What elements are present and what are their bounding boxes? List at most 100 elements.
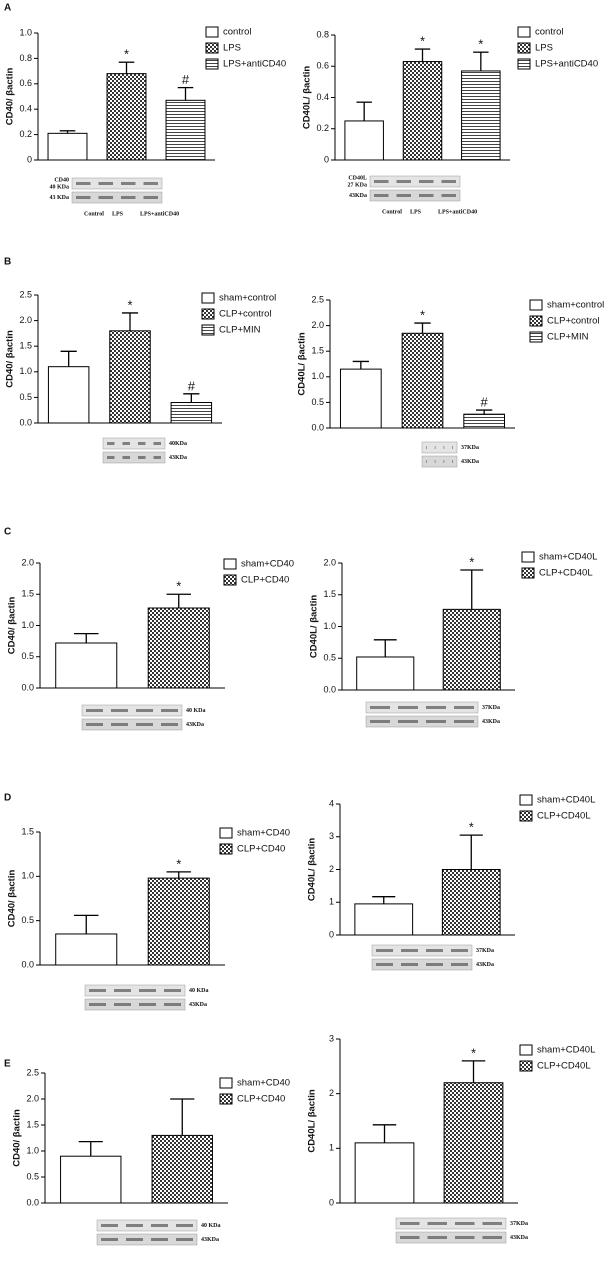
legend-label: CLP+CD40 bbox=[237, 1094, 285, 1105]
legend-label: CLP+control bbox=[219, 309, 272, 320]
blot-band bbox=[164, 1003, 181, 1006]
blot-label: 40 KDa bbox=[201, 1223, 221, 1229]
y-axis-label: CD40L/ βactin bbox=[297, 332, 308, 396]
legend-label: CLP+CD40L bbox=[539, 568, 593, 579]
blot-band bbox=[89, 1003, 106, 1006]
blot-band bbox=[126, 1238, 143, 1241]
y-tick-label: 2.5 bbox=[311, 294, 324, 304]
blot-band bbox=[143, 196, 158, 199]
legend-label: CLP+CD40L bbox=[537, 811, 591, 822]
bar bbox=[55, 642, 118, 689]
blot-band bbox=[427, 1222, 447, 1225]
y-axis-label: CD40/ βactin bbox=[5, 330, 16, 388]
panel-label: E bbox=[4, 1059, 11, 1070]
blot-band bbox=[426, 949, 443, 952]
blot-band bbox=[139, 1003, 156, 1006]
y-axis-label: CD40L/ βactin bbox=[307, 838, 318, 902]
blot-band bbox=[114, 1003, 131, 1006]
blot-band bbox=[455, 1222, 475, 1225]
y-axis-label: CD40L/ βactin bbox=[309, 595, 320, 659]
y-tick-label: 0 bbox=[329, 929, 334, 939]
blot-band bbox=[374, 180, 389, 183]
blot-band bbox=[136, 709, 153, 712]
blot-band bbox=[482, 1222, 502, 1225]
blot-strip bbox=[102, 437, 166, 450]
blot-strip bbox=[96, 1233, 198, 1246]
blot-band bbox=[138, 456, 146, 459]
blot-label: 40KDa bbox=[169, 441, 187, 447]
y-tick-label: 0.6 bbox=[316, 61, 329, 71]
blot-band bbox=[111, 723, 128, 726]
blot-band bbox=[176, 1238, 193, 1241]
blot-label: 43KDa bbox=[461, 459, 479, 465]
legend-label: LPS bbox=[535, 43, 553, 54]
legend-swatch bbox=[201, 324, 215, 336]
blot-band bbox=[136, 723, 153, 726]
blot-strip bbox=[71, 191, 163, 204]
y-tick-label: 0 bbox=[324, 154, 329, 164]
legend-swatch bbox=[521, 567, 535, 579]
blot-band bbox=[143, 182, 158, 185]
blot-band bbox=[122, 442, 130, 445]
bar bbox=[344, 120, 384, 161]
blot-band bbox=[107, 456, 115, 459]
blot-band bbox=[138, 442, 146, 445]
y-tick-label: 1.0 bbox=[26, 1145, 39, 1155]
blot-lane-label: LPS bbox=[410, 209, 422, 215]
legend-label: LPS bbox=[223, 43, 241, 54]
y-tick-label: 1.0 bbox=[19, 27, 32, 37]
legend-label: sham+CD40L bbox=[537, 1045, 595, 1056]
blot-label: 43KDa bbox=[169, 455, 187, 461]
y-tick-label: 0.0 bbox=[311, 422, 324, 432]
y-tick-label: 2.0 bbox=[21, 557, 34, 567]
blot-band bbox=[434, 460, 436, 463]
y-tick-label: 2.0 bbox=[323, 557, 336, 567]
bar bbox=[109, 330, 151, 424]
blot-band bbox=[427, 1236, 447, 1239]
y-tick-label: 4 bbox=[329, 798, 334, 808]
blot-band bbox=[419, 194, 434, 197]
blot-band bbox=[401, 963, 418, 966]
legend-label: LPS+antiCD40 bbox=[223, 59, 286, 70]
legend-label: CLP+control bbox=[547, 316, 600, 327]
blot-band bbox=[454, 706, 474, 709]
blot-band bbox=[451, 949, 468, 952]
y-tick-label: 1.5 bbox=[21, 826, 34, 836]
y-tick-label: 0.4 bbox=[316, 92, 329, 102]
blot-band bbox=[153, 442, 161, 445]
bar bbox=[354, 1142, 415, 1204]
y-tick-label: 0.0 bbox=[19, 417, 32, 427]
blot-label: CD40 bbox=[54, 177, 69, 183]
blot-strip bbox=[371, 944, 473, 957]
panel-label: D bbox=[4, 793, 11, 804]
blot-band bbox=[101, 1238, 118, 1241]
y-tick-label: 1.5 bbox=[311, 346, 324, 356]
blot-band bbox=[370, 706, 390, 709]
significance-mark: * bbox=[176, 856, 181, 871]
blot-label: 40 KDa bbox=[189, 988, 209, 994]
blot-band bbox=[101, 1224, 118, 1227]
legend-swatch bbox=[529, 299, 543, 311]
significance-mark: * bbox=[469, 554, 474, 569]
legend-swatch bbox=[205, 58, 219, 70]
blot-band bbox=[426, 706, 446, 709]
blot-band bbox=[139, 989, 156, 992]
y-tick-label: 0 bbox=[329, 1197, 334, 1207]
legend-swatch bbox=[219, 1077, 233, 1089]
blot-label: 43KDa bbox=[349, 193, 367, 199]
blot-band bbox=[452, 460, 453, 463]
bar bbox=[339, 368, 382, 429]
blot-band bbox=[400, 1222, 420, 1225]
y-tick-label: 0.2 bbox=[19, 129, 32, 139]
y-tick-label: 0.2 bbox=[316, 123, 329, 133]
blot-band bbox=[151, 1224, 168, 1227]
y-tick-label: 2.0 bbox=[19, 315, 32, 325]
legend-label: sham+control bbox=[547, 300, 604, 311]
y-tick-label: 1.0 bbox=[323, 621, 336, 631]
panel-label: A bbox=[4, 3, 11, 14]
y-tick-label: 0.5 bbox=[19, 392, 32, 402]
bar bbox=[463, 413, 506, 429]
bar bbox=[147, 607, 210, 689]
blot-strip bbox=[365, 715, 479, 728]
blot-lane-label: LPS+antiCD40 bbox=[438, 209, 477, 215]
